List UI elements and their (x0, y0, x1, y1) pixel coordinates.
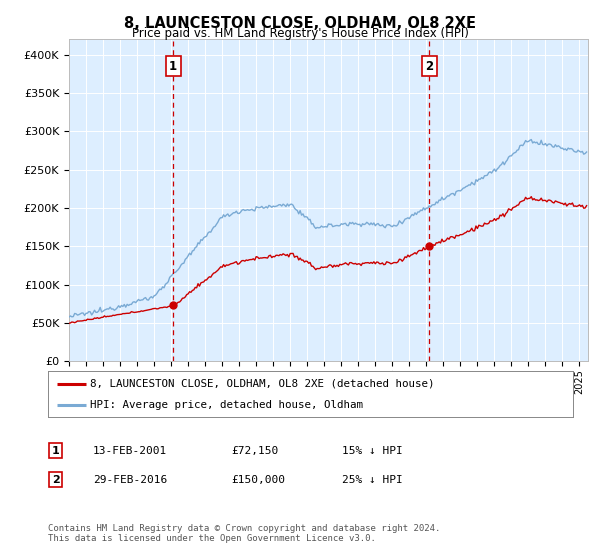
Text: 15% ↓ HPI: 15% ↓ HPI (342, 446, 403, 456)
Text: 2: 2 (425, 59, 433, 73)
Text: 13-FEB-2001: 13-FEB-2001 (93, 446, 167, 456)
Text: 29-FEB-2016: 29-FEB-2016 (93, 475, 167, 485)
Text: 8, LAUNCESTON CLOSE, OLDHAM, OL8 2XE: 8, LAUNCESTON CLOSE, OLDHAM, OL8 2XE (124, 16, 476, 31)
Text: Price paid vs. HM Land Registry's House Price Index (HPI): Price paid vs. HM Land Registry's House … (131, 27, 469, 40)
Text: £72,150: £72,150 (231, 446, 278, 456)
Text: 1: 1 (52, 446, 59, 456)
Text: 2: 2 (52, 475, 59, 485)
Text: 8, LAUNCESTON CLOSE, OLDHAM, OL8 2XE (detached house): 8, LAUNCESTON CLOSE, OLDHAM, OL8 2XE (de… (90, 379, 434, 389)
Text: 25% ↓ HPI: 25% ↓ HPI (342, 475, 403, 485)
Text: 1: 1 (169, 59, 177, 73)
Text: £150,000: £150,000 (231, 475, 285, 485)
Text: Contains HM Land Registry data © Crown copyright and database right 2024.
This d: Contains HM Land Registry data © Crown c… (48, 524, 440, 543)
Text: HPI: Average price, detached house, Oldham: HPI: Average price, detached house, Oldh… (90, 400, 363, 410)
